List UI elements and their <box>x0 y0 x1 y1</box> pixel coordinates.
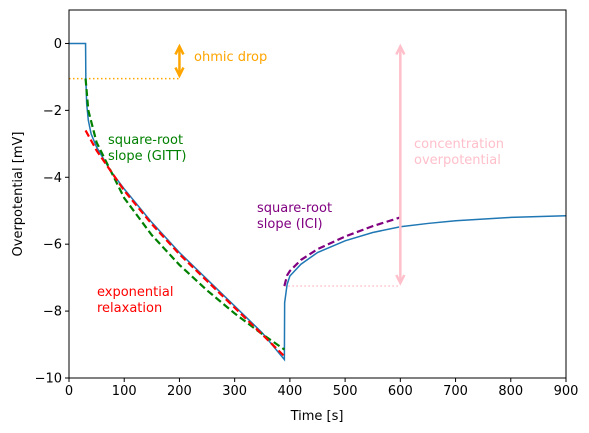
x-axis-label: Time [s] <box>290 409 344 424</box>
x-tick-label: 700 <box>443 384 468 399</box>
annotation: ohmic drop <box>194 50 267 65</box>
arrow-head <box>174 43 185 56</box>
y-tick-label: −10 <box>35 372 62 387</box>
x-tick-label: 400 <box>277 384 302 399</box>
y-tick-label: −4 <box>43 171 62 186</box>
annotation: square-root <box>257 201 332 216</box>
y-tick-label: −6 <box>43 238 62 253</box>
x-tick-label: 200 <box>167 384 192 399</box>
plot-frame <box>68 9 567 379</box>
x-tick-label: 900 <box>554 384 579 399</box>
x-tick-label: 100 <box>112 384 137 399</box>
y-tick-label: −8 <box>43 305 62 320</box>
arrow <box>174 43 185 79</box>
y-tick-label: −2 <box>43 104 62 119</box>
series-line <box>283 216 401 287</box>
series-line <box>84 78 285 351</box>
annotation: overpotential <box>414 153 501 168</box>
annotation: relaxation <box>97 301 162 316</box>
annotation: slope (ICI) <box>257 217 323 232</box>
annotation: exponential <box>97 285 173 300</box>
annotation: square-root <box>108 133 183 148</box>
x-tick-label: 0 <box>65 384 73 399</box>
annotation: slope (GITT) <box>108 149 186 164</box>
series-line <box>84 129 286 358</box>
x-tick-label: 500 <box>333 384 358 399</box>
arrow <box>395 43 406 286</box>
arrow-head <box>395 43 406 56</box>
x-tick-label: 600 <box>388 384 413 399</box>
y-tick-label: 0 <box>54 37 62 52</box>
y-axis-label: Overpotential [mV] <box>11 132 26 257</box>
x-tick-label: 800 <box>498 384 523 399</box>
annotation: concentration <box>414 137 504 152</box>
arrow-head <box>174 67 185 79</box>
x-tick-label: 300 <box>222 384 247 399</box>
arrow-head <box>395 274 406 286</box>
